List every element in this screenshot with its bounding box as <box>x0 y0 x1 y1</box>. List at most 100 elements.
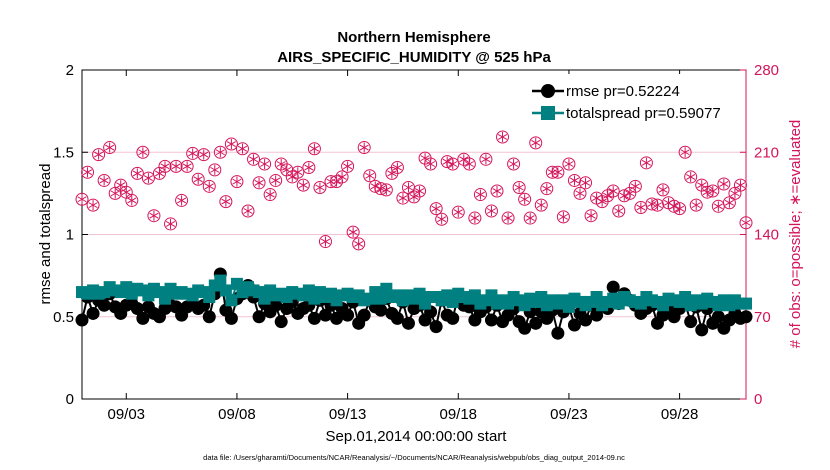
rmse-point <box>579 313 593 327</box>
evaluated-point <box>204 181 214 192</box>
evaluated-point <box>143 173 153 184</box>
evaluated-point <box>381 184 391 195</box>
rmse-point <box>518 321 532 335</box>
possible-point <box>429 202 443 216</box>
series-layer <box>75 130 753 340</box>
evaluated-point <box>105 142 115 153</box>
evaluated-point <box>614 206 624 216</box>
evaluated-point <box>94 149 104 160</box>
x-axis: 09/03 09/08 09/13 09/18 09/23 09/28 <box>107 70 698 423</box>
evaluated-point <box>82 167 93 178</box>
legend-rmse-label: rmse pr=0.52224 <box>566 83 680 100</box>
evaluated-point <box>735 180 746 191</box>
evaluated-point <box>514 182 524 193</box>
evaluated-point <box>658 184 668 195</box>
possible-point <box>147 209 161 223</box>
possible-point <box>518 192 532 206</box>
evaluated-point <box>558 211 568 222</box>
evaluated-point <box>387 168 397 179</box>
y2-tick-label: 210 <box>754 144 779 161</box>
evaluated-point <box>188 148 198 159</box>
evaluated-point <box>525 213 535 224</box>
rmse-point <box>529 316 543 330</box>
evaluated-point <box>713 201 723 212</box>
evaluated-point <box>420 153 430 164</box>
evaluated-point <box>509 159 519 169</box>
legend-box <box>528 74 742 126</box>
evaluated-point <box>149 210 159 221</box>
possible-point <box>81 165 95 179</box>
possible-point <box>346 225 360 239</box>
possible-point <box>164 217 178 231</box>
possible-point <box>534 198 548 212</box>
possible-point <box>523 211 537 225</box>
totalspread-point <box>413 287 426 300</box>
possible-point <box>180 159 194 173</box>
evaluated-point <box>365 170 375 181</box>
possible-point <box>191 172 205 186</box>
possible-point <box>435 212 449 226</box>
y-tick-label: 0.5 <box>53 309 74 326</box>
evaluated-point <box>320 236 331 247</box>
possible-point <box>224 137 238 151</box>
evaluated-point <box>592 193 602 204</box>
evaluated-point <box>304 162 314 173</box>
evaluated-point <box>243 206 253 216</box>
evaluated-point <box>282 164 292 175</box>
possible-point <box>540 182 554 196</box>
legend-totalspread-label: totalspread pr=0.59077 <box>566 105 721 122</box>
chart-subtitle: AIRS_SPECIFIC_HUMIDITY @ 525 hPa <box>277 49 551 66</box>
x-tick-label: 09/03 <box>107 406 145 423</box>
y-tick-label: 2 <box>66 62 74 79</box>
evaluated-point <box>636 202 646 213</box>
evaluated-point <box>442 156 452 167</box>
rmse-point <box>711 310 725 324</box>
evaluated-point <box>232 176 242 187</box>
rmse-point <box>224 311 238 325</box>
evaluated-point <box>287 171 297 182</box>
possible-point <box>269 173 283 187</box>
evaluated-point <box>254 177 264 188</box>
evaluated-point <box>110 188 120 199</box>
possible-point <box>352 237 366 251</box>
totalspread-point <box>740 297 752 310</box>
evaluated-point <box>675 203 685 214</box>
rmse-point <box>374 303 388 317</box>
evaluated-point <box>531 137 541 148</box>
evaluated-point <box>337 171 347 182</box>
evaluated-point <box>77 194 87 205</box>
possible-point <box>357 141 371 155</box>
evaluated-point <box>160 161 170 172</box>
evaluated-point <box>276 159 286 169</box>
evaluated-point <box>426 159 436 169</box>
evaluated-point <box>237 143 248 154</box>
x-tick-label: 09/23 <box>550 406 588 423</box>
y-axis-label: rmse and totalspread <box>37 164 54 305</box>
evaluated-point <box>370 181 380 192</box>
possible-point <box>313 181 327 194</box>
rmse-point <box>252 310 266 324</box>
totalspread-point <box>120 281 133 294</box>
evaluated-point <box>260 159 270 169</box>
evaluated-point <box>547 167 557 178</box>
possible-point <box>307 142 321 156</box>
possible-point <box>86 198 100 212</box>
possible-point <box>390 161 404 175</box>
rmse-point <box>590 308 604 322</box>
totalspread-point <box>203 291 216 304</box>
possible-point <box>689 198 703 212</box>
legend-rmse-marker <box>541 84 555 98</box>
rmse-point <box>446 311 460 325</box>
evaluated-point <box>121 187 131 198</box>
evaluated-point <box>580 177 591 188</box>
evaluated-point <box>475 189 485 200</box>
possible-point <box>202 179 216 193</box>
evaluated-point <box>215 147 225 158</box>
y2-tick-label: 280 <box>754 62 779 79</box>
evaluated-point <box>265 189 275 200</box>
possible-point <box>717 177 731 191</box>
evaluated-point <box>448 159 458 169</box>
evaluated-point <box>741 217 751 228</box>
rmse-point <box>484 313 498 327</box>
evaluated-point <box>132 168 142 179</box>
